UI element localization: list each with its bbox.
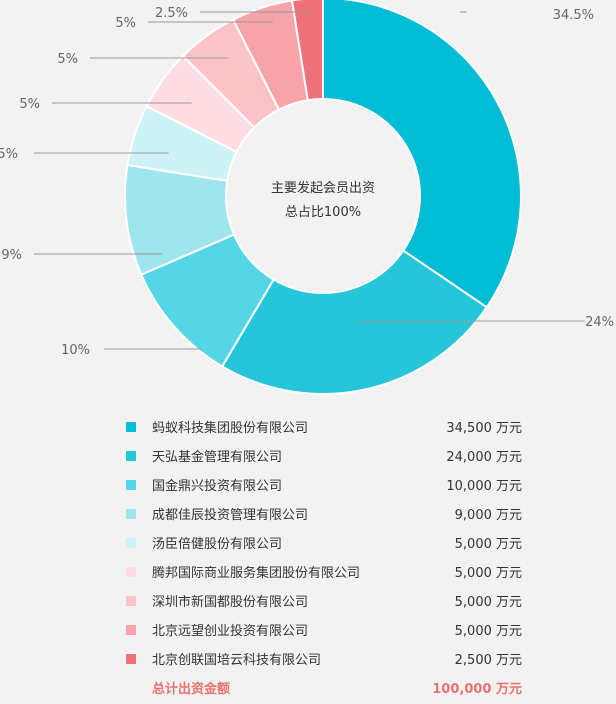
legend-company-name: 国金鼎兴投资有限公司 — [152, 479, 283, 494]
legend-swatch-3 — [126, 508, 136, 519]
percent-label-8: 2.5% — [155, 6, 188, 21]
percent-label-3: 9% — [1, 248, 22, 263]
legend-amount: 5,000 万元 — [454, 537, 522, 552]
legend-swatch-0 — [126, 421, 136, 432]
legend-item: 蚂蚁科技集团股份有限公司 34,500 万元 — [126, 412, 522, 441]
legend-company-name: 天弘基金管理有限公司 — [152, 450, 283, 465]
legend-amount: 9,000 万元 — [454, 508, 522, 523]
legend-item: 天弘基金管理有限公司 24,000 万元 — [126, 441, 522, 470]
legend-swatch-7 — [126, 624, 136, 635]
legend-item: 成都佳辰投资管理有限公司 9,000 万元 — [126, 499, 522, 528]
legend-amount: 5,000 万元 — [454, 624, 522, 639]
percent-label-7: 5% — [115, 16, 136, 31]
legend-company-name: 腾邦国际商业服务集团股份有限公司 — [152, 566, 361, 581]
legend-item: 国金鼎兴投资有限公司 10,000 万元 — [126, 470, 522, 499]
legend-total-row: 总计出资金额 100,000 万元 — [126, 673, 522, 702]
legend-swatch-2 — [126, 479, 136, 490]
legend-company-name: 深圳市新国都股份有限公司 — [152, 595, 309, 610]
legend-swatch-5 — [126, 566, 136, 577]
legend: 蚂蚁科技集团股份有限公司 34,500 万元天弘基金管理有限公司 24,000 万元… — [126, 412, 522, 702]
legend-amount: 2,500 万元 — [454, 653, 522, 668]
legend-amount: 34,500 万元 — [446, 421, 522, 436]
center-text-line-2: 总占比100% — [285, 205, 361, 220]
percent-label-4: 5% — [0, 147, 18, 162]
legend-amount: 10,000 万元 — [446, 479, 522, 494]
legend-item: 汤臣倍健股份有限公司 5,000 万元 — [126, 528, 522, 557]
legend-total-spacer — [126, 683, 136, 693]
legend-swatch-6 — [126, 595, 136, 606]
legend-amount: 24,000 万元 — [446, 450, 522, 465]
legend-company-name: 蚂蚁科技集团股份有限公司 — [152, 421, 309, 436]
donut-slice-1 — [220, 249, 489, 395]
legend-item: 北京远望创业投资有限公司 5,000 万元 — [126, 615, 522, 644]
legend-item: 深圳市新国都股份有限公司 5,000 万元 — [126, 586, 522, 615]
legend-swatch-4 — [126, 537, 136, 548]
legend-total-amount: 100,000 万元 — [432, 682, 522, 697]
legend-item: 腾邦国际商业服务集团股份有限公司 5,000 万元 — [126, 557, 522, 586]
legend-amount: 5,000 万元 — [454, 595, 522, 610]
percent-label-0: 34.5% — [553, 8, 594, 23]
legend-swatch-1 — [126, 450, 136, 461]
percent-label-6: 5% — [57, 52, 78, 67]
legend-item: 北京创联国培云科技有限公司 2,500 万元 — [126, 644, 522, 673]
legend-amount: 5,000 万元 — [454, 566, 522, 581]
legend-company-name: 汤臣倍健股份有限公司 — [152, 537, 283, 552]
donut-chart: 34.5% 24% 10% 9% 5% 5% 5% 5% 2.5% 主要发起会员出资 总占比10… — [0, 0, 614, 395]
center-text-line-1: 主要发起会员出资 — [271, 180, 375, 196]
donut-slice-0 — [322, 0, 522, 309]
legend-company-name: 北京创联国培云科技有限公司 — [152, 653, 322, 668]
legend-total-label: 总计出资金额 — [152, 682, 231, 697]
percent-label-1: 24% — [585, 315, 614, 330]
legend-swatch-8 — [126, 653, 136, 664]
percent-label-5: 5% — [19, 97, 40, 112]
legend-company-name: 北京远望创业投资有限公司 — [152, 624, 309, 639]
legend-company-name: 成都佳辰投资管理有限公司 — [152, 508, 309, 523]
percent-label-2: 10% — [61, 343, 90, 358]
donut-slice-8 — [290, 0, 324, 102]
